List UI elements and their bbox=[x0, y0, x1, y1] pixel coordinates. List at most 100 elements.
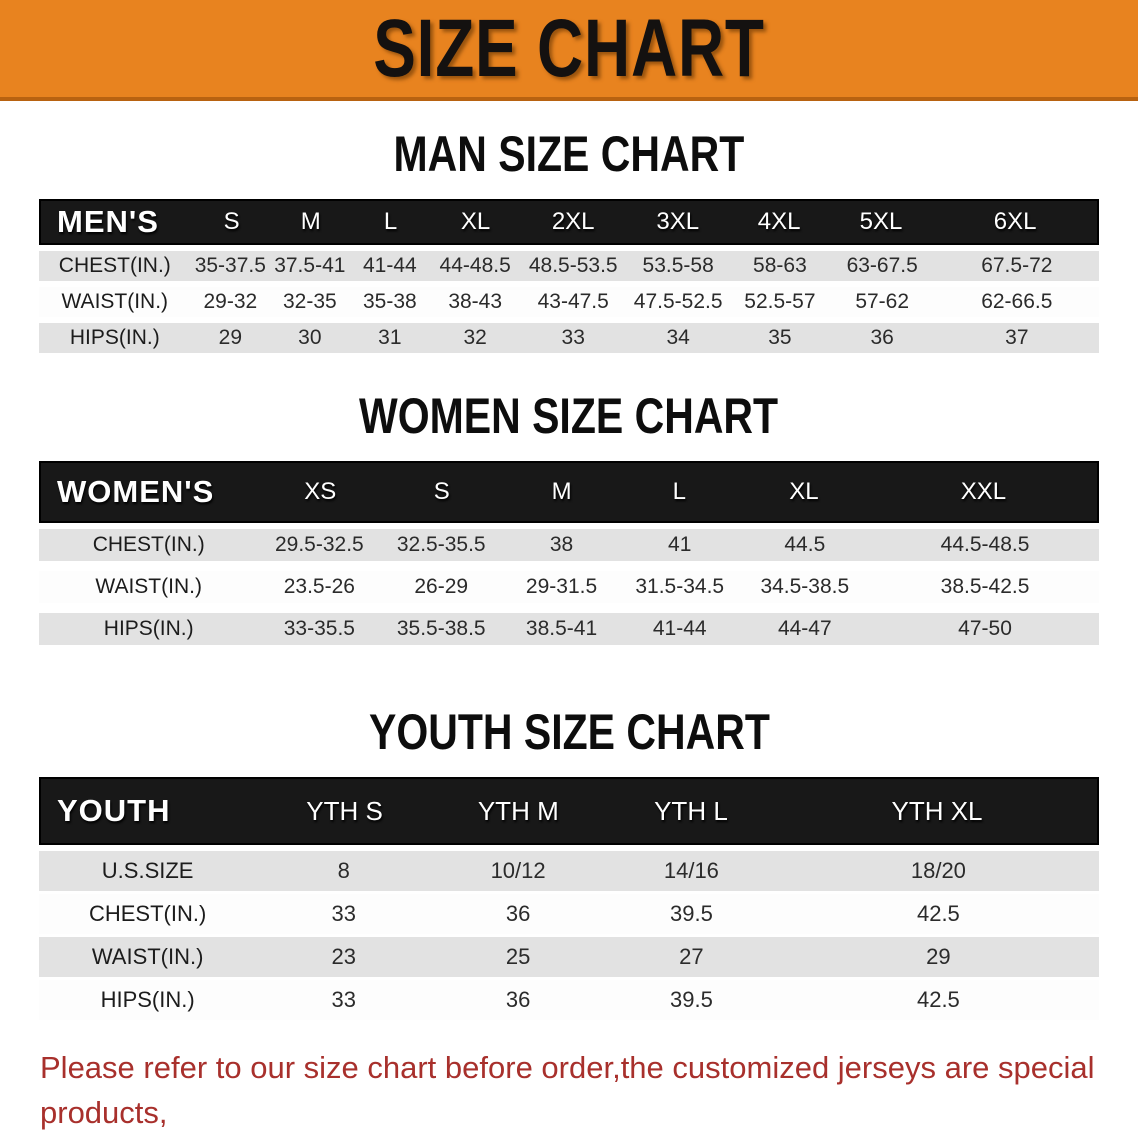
cell: 8 bbox=[337, 858, 350, 883]
cell: 32 bbox=[463, 326, 487, 349]
disclaimer: Please refer to our size chart before or… bbox=[40, 1046, 1100, 1132]
cell: 23 bbox=[331, 944, 356, 969]
cell: 48.5-53.5 bbox=[528, 254, 618, 277]
cell: 42.5 bbox=[916, 987, 960, 1012]
mens-col-m: M bbox=[300, 208, 321, 235]
cell: 44.5-48.5 bbox=[940, 533, 1030, 556]
cell: 29 bbox=[218, 326, 242, 349]
cell: 31 bbox=[378, 326, 402, 349]
cell: 33 bbox=[561, 326, 585, 349]
womens-col-xs: XS bbox=[304, 478, 337, 505]
section-title-youth: YOUTH SIZE CHART bbox=[0, 703, 1138, 760]
youth-col-xl: YTH XL bbox=[891, 795, 983, 826]
row-label: WAIST(IN.) bbox=[95, 575, 202, 598]
cell: 30 bbox=[298, 326, 322, 349]
row-label: HIPS(IN.) bbox=[100, 987, 195, 1012]
mens-table-header-row: MEN'S S M L XL 2XL 3XL 4XL 5XL 6XL bbox=[39, 199, 1099, 245]
cell: 34 bbox=[666, 326, 690, 349]
cell: 35-37.5 bbox=[194, 254, 266, 277]
womens-waist-row: WAIST(IN.) 23.5-26 26-29 29-31.5 31.5-34… bbox=[39, 571, 1099, 603]
womens-size-table: WOMEN'S XS S M L XL XXL CHEST(IN.) 29.5-… bbox=[39, 461, 1099, 645]
womens-table-header-label: WOMEN'S bbox=[57, 474, 215, 509]
mens-col-4xl: 4XL bbox=[757, 208, 801, 235]
cell: 44-48.5 bbox=[439, 254, 511, 277]
cell: 23.5-26 bbox=[283, 575, 355, 598]
cell: 33 bbox=[331, 987, 356, 1012]
row-label: CHEST(IN.) bbox=[58, 254, 171, 277]
cell: 36 bbox=[870, 326, 894, 349]
cell: 27 bbox=[679, 944, 704, 969]
cell: 18/20 bbox=[910, 858, 966, 883]
row-label: HIPS(IN.) bbox=[103, 617, 194, 640]
cell: 47.5-52.5 bbox=[633, 290, 723, 313]
womens-table-header-row: WOMEN'S XS S M L XL XXL bbox=[39, 461, 1099, 523]
cell: 52.5-57 bbox=[744, 290, 816, 313]
cell: 38.5-42.5 bbox=[940, 575, 1030, 598]
mens-waist-row: WAIST(IN.) 29-32 32-35 35-38 38-43 43-47… bbox=[39, 287, 1099, 317]
cell: 67.5-72 bbox=[981, 254, 1053, 277]
mens-col-5xl: 5XL bbox=[859, 208, 903, 235]
youth-waist-row: WAIST(IN.) 23 25 27 29 bbox=[39, 937, 1099, 977]
cell: 10/12 bbox=[490, 858, 546, 883]
cell: 35 bbox=[768, 326, 792, 349]
cell: 39.5 bbox=[669, 987, 713, 1012]
cell: 44-47 bbox=[777, 617, 832, 640]
section-title-youth-text: YOUTH SIZE CHART bbox=[368, 704, 770, 760]
womens-hips-row: HIPS(IN.) 33-35.5 35.5-38.5 38.5-41 41-4… bbox=[39, 613, 1099, 645]
cell: 32-35 bbox=[282, 290, 337, 313]
row-label: U.S.SIZE bbox=[101, 858, 194, 883]
youth-hips-row: HIPS(IN.) 33 36 39.5 42.5 bbox=[39, 980, 1099, 1020]
cell: 33 bbox=[331, 901, 356, 926]
cell: 41 bbox=[668, 533, 692, 556]
cell: 36 bbox=[505, 901, 531, 926]
section-title-man: MAN SIZE CHART bbox=[0, 125, 1138, 182]
mens-col-s: S bbox=[223, 208, 240, 235]
row-label: HIPS(IN.) bbox=[69, 326, 160, 349]
cell: 29-32 bbox=[203, 290, 258, 313]
cell: 44.5 bbox=[784, 533, 826, 556]
youth-size-table: YOUTH YTH S YTH M YTH L YTH XL U.S.SIZE … bbox=[39, 777, 1099, 1020]
mens-chest-row: CHEST(IN.) 35-37.5 37.5-41 41-44 44-48.5… bbox=[39, 251, 1099, 281]
mens-hips-row: HIPS(IN.) 29 30 31 32 33 34 35 36 37 bbox=[39, 323, 1099, 353]
cell: 25 bbox=[505, 944, 531, 969]
cell: 34.5-38.5 bbox=[760, 575, 850, 598]
mens-col-3xl: 3XL bbox=[656, 208, 700, 235]
cell: 62-66.5 bbox=[981, 290, 1053, 313]
section-title-man-text: MAN SIZE CHART bbox=[393, 126, 745, 182]
womens-col-m: M bbox=[551, 478, 572, 505]
womens-col-xl: XL bbox=[789, 478, 819, 505]
section-title-women-text: WOMEN SIZE CHART bbox=[359, 388, 779, 444]
mens-size-table: MEN'S S M L XL 2XL 3XL 4XL 5XL 6XL CHEST… bbox=[39, 199, 1099, 353]
womens-col-xxl: XXL bbox=[960, 478, 1007, 505]
cell: 39.5 bbox=[669, 901, 713, 926]
cell: 29.5-32.5 bbox=[274, 533, 364, 556]
cell: 63-67.5 bbox=[846, 254, 918, 277]
youth-chest-row: CHEST(IN.) 33 36 39.5 42.5 bbox=[39, 894, 1099, 934]
cell: 26-29 bbox=[414, 575, 469, 598]
cell: 38 bbox=[549, 533, 574, 556]
cell: 29 bbox=[926, 944, 951, 969]
cell: 36 bbox=[505, 987, 531, 1012]
youth-ussize-row: U.S.SIZE 8 10/12 14/16 18/20 bbox=[39, 851, 1099, 891]
cell: 53.5-58 bbox=[642, 254, 714, 277]
cell: 29-31.5 bbox=[525, 575, 598, 598]
row-label: CHEST(IN.) bbox=[92, 533, 205, 556]
cell: 37.5-41 bbox=[274, 254, 346, 277]
mens-col-2xl: 2XL bbox=[551, 208, 595, 235]
womens-chest-row: CHEST(IN.) 29.5-32.5 32.5-35.5 38 41 44.… bbox=[39, 529, 1099, 561]
cell: 33-35.5 bbox=[283, 617, 355, 640]
youth-col-m: YTH M bbox=[477, 795, 559, 826]
cell: 32.5-35.5 bbox=[396, 533, 486, 556]
youth-col-s: YTH S bbox=[306, 795, 383, 826]
mens-col-xl: XL bbox=[460, 208, 491, 235]
cell: 43-47.5 bbox=[537, 290, 609, 313]
cell: 42.5 bbox=[916, 901, 960, 926]
cell: 41-44 bbox=[652, 617, 707, 640]
mens-col-l: L bbox=[383, 208, 398, 235]
cell: 38.5-41 bbox=[525, 617, 598, 640]
banner-title: SIZE CHART bbox=[373, 2, 765, 94]
row-label: WAIST(IN.) bbox=[91, 944, 204, 969]
youth-col-l: YTH L bbox=[654, 795, 728, 826]
banner: SIZE CHART bbox=[0, 0, 1138, 101]
